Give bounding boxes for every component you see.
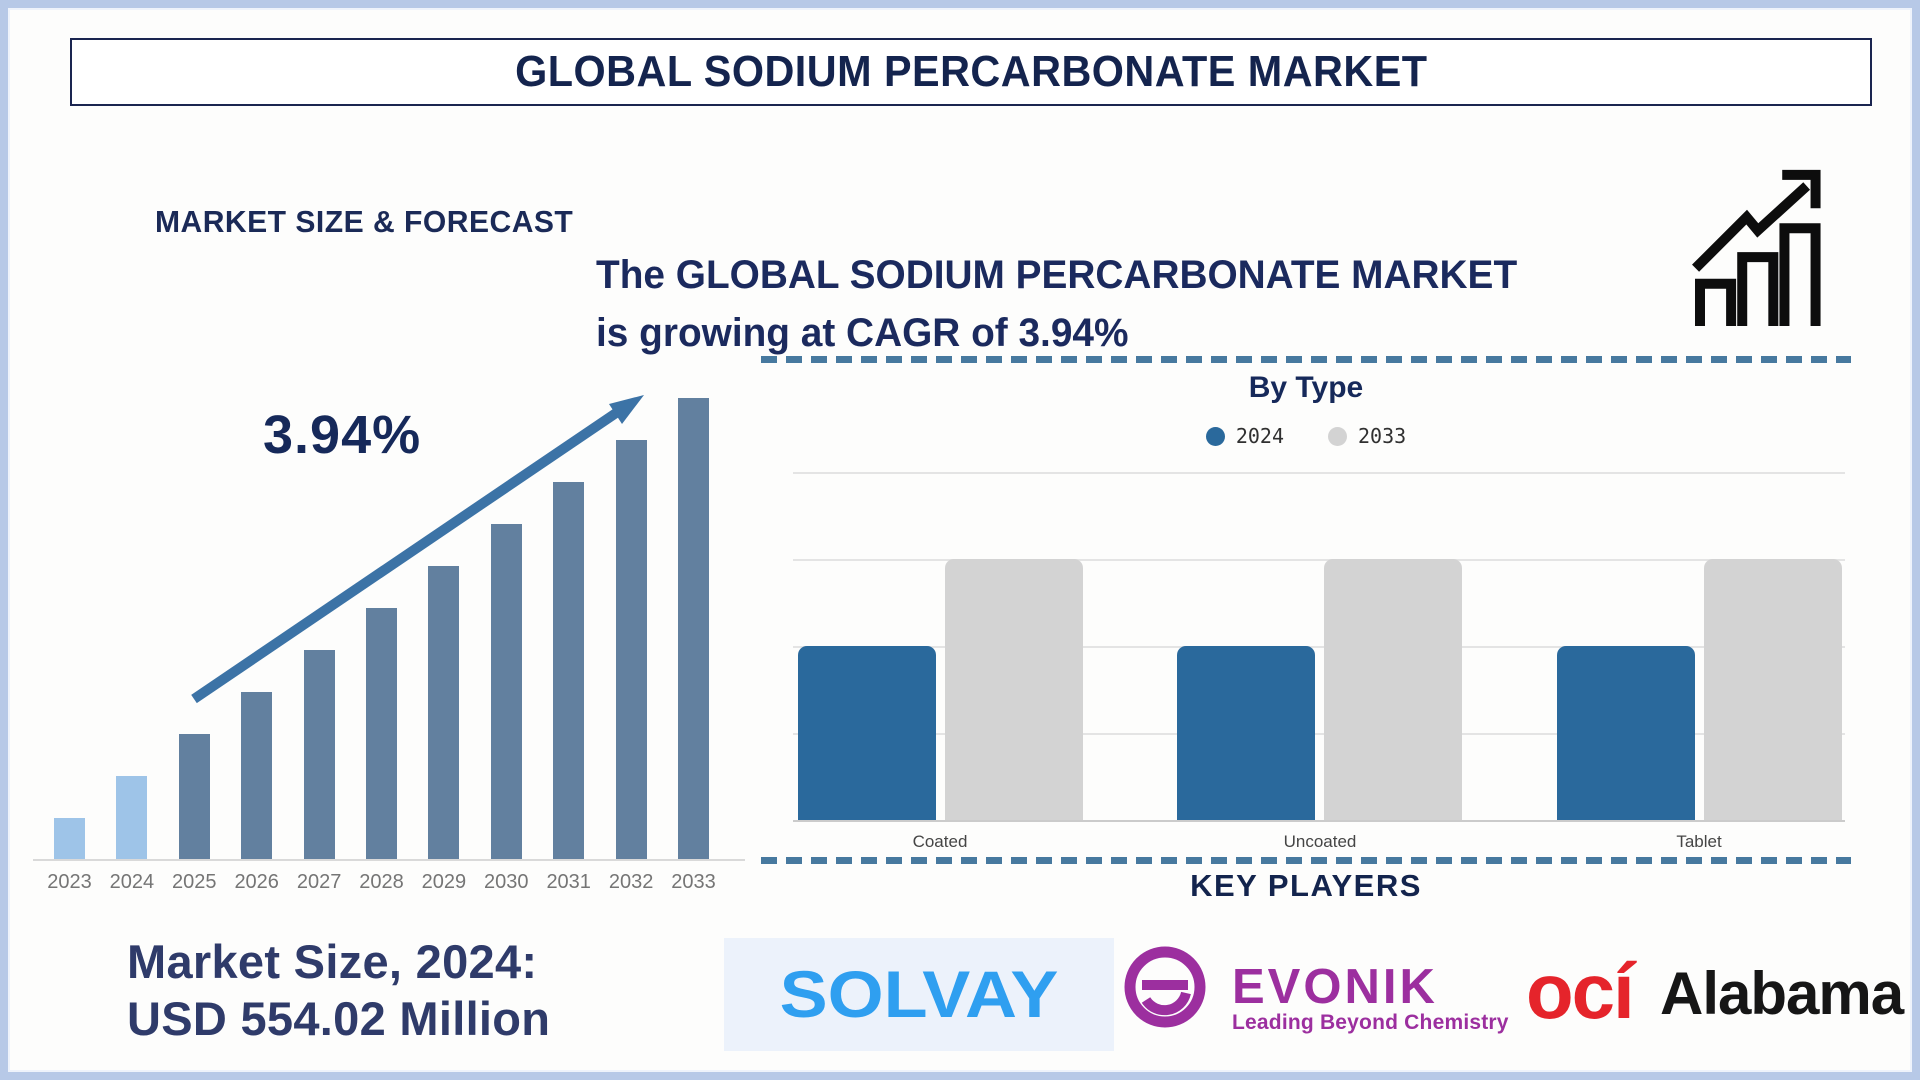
year-label-2024: 2024 (109, 871, 155, 893)
key-players-heading: KEY PLAYERS (1190, 868, 1422, 903)
year-label-2030: 2030 (484, 871, 529, 893)
by-type-bar-uncoated-2033 (1324, 559, 1462, 820)
market-size-forecast-chart: 2023 2024 2025 2026 2027 2028 2029 2030 2031 2032… (33, 398, 748, 908)
evonik-logo-text: EVONIK (1232, 960, 1438, 1014)
forecast-bar-2033 (678, 398, 709, 859)
evonik-circle-e-icon (1124, 946, 1206, 1028)
divider-dashed-top (761, 356, 1851, 363)
alabama-logo-text: Alabama (1660, 960, 1904, 1027)
forecast-bar-2031 (553, 482, 585, 859)
trend-arrow-icon (191, 395, 644, 704)
gridline (793, 733, 1845, 735)
forecast-bar-2023 (54, 818, 85, 859)
legend-dot-2024-icon (1205, 426, 1225, 446)
forecast-bar-2032 (615, 440, 647, 859)
category-label-uncoated: Uncoated (1283, 832, 1357, 851)
by-type-bar-tablet-2033 (1704, 559, 1842, 820)
year-label-2027: 2027 (296, 871, 342, 893)
solvay-logo: SOLVAY (724, 938, 1114, 1051)
forecast-bar-2026 (241, 692, 273, 859)
market-size-callout-line1: Market Size, 2024: (127, 935, 538, 988)
growth-chart-icon (1692, 169, 1821, 326)
by-type-bar-tablet-2024 (1557, 646, 1695, 820)
year-label-2031: 2031 (546, 871, 591, 893)
year-label-2023: 2023 (47, 871, 92, 893)
forecast-bar-2030 (490, 524, 522, 859)
year-label-2029: 2029 (421, 871, 467, 893)
evonik-tagline: Leading Beyond Chemistry (1232, 1011, 1509, 1034)
legend-label-2024: 2024 (1235, 424, 1284, 448)
year-label-2026: 2026 (234, 871, 279, 893)
year-label-2033: 2033 (671, 871, 716, 893)
legend-label-2033: 2033 (1358, 424, 1407, 448)
year-label-2025: 2025 (172, 871, 217, 893)
cagr-statement-line1: The GLOBAL SODIUM PERCARBONATE MARKET (596, 253, 1518, 297)
oci-logo-text: ocí (1526, 947, 1635, 1035)
forecast-bar-2025 (178, 734, 210, 859)
by-type-x-axis-line (793, 820, 1845, 822)
by-type-bar-coated-2024 (798, 646, 936, 820)
page-title-box: GLOBAL SODIUM PERCARBONATE MARKET (70, 38, 1872, 106)
market-size-callout-line2: USD 554.02 Million (127, 992, 551, 1045)
forecast-bar-2024 (116, 776, 148, 859)
market-size-callout: Market Size, 2024: USD 554.02 Million (127, 933, 550, 1047)
gridline (793, 559, 1845, 561)
forecast-bar-2029 (428, 566, 460, 859)
year-label-2032: 2032 (608, 871, 654, 893)
by-type-bar-uncoated-2024 (1177, 646, 1315, 820)
cagr-value-label: 3.94% (263, 405, 422, 465)
cagr-statement: The GLOBAL SODIUM PERCARBONATE MARKET is… (596, 246, 1517, 362)
legend-dot-2033-icon (1328, 426, 1347, 446)
by-type-chart-title: By Type (1248, 371, 1364, 404)
gridline (793, 472, 1845, 474)
forecast-bar-2028 (366, 608, 397, 859)
gridline (793, 646, 1845, 648)
category-label-tablet: Tablet (1676, 832, 1722, 851)
category-label-coated: Coated (912, 832, 968, 851)
forecast-bar-2027 (303, 650, 335, 859)
legend-item-2024: 2024 (1205, 424, 1284, 448)
solvay-logo-text: SOLVAY (779, 957, 1059, 1032)
x-axis-line (33, 859, 745, 861)
by-type-bar-coated-2033 (945, 559, 1083, 820)
by-type-plot-area: Coated Uncoated Tablet (761, 472, 1851, 872)
year-label-2028: 2028 (359, 871, 404, 893)
page-title: GLOBAL SODIUM PERCARBONATE MARKET (514, 47, 1428, 96)
legend-item-2033: 2033 (1328, 424, 1406, 448)
by-type-legend: 2024 2033 (761, 424, 1851, 448)
cagr-statement-line2: is growing at CAGR of 3.94% (596, 311, 1129, 355)
divider-dashed-bottom (761, 857, 1851, 864)
market-size-forecast-heading: MARKET SIZE & FORECAST (155, 204, 574, 239)
